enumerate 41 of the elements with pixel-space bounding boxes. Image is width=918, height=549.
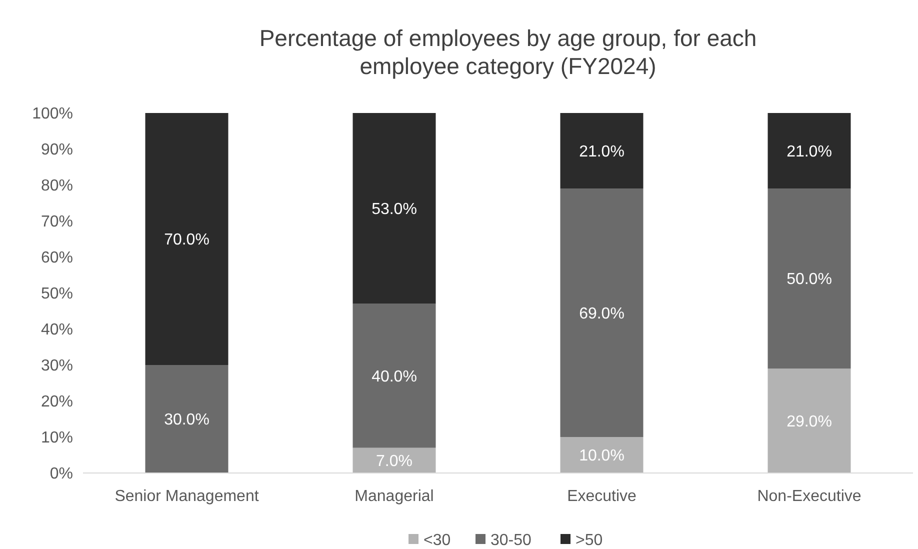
y-tick-label: 30% xyxy=(40,358,73,375)
data-label: 29.0% xyxy=(786,413,832,430)
y-tick-label: 10% xyxy=(40,430,73,447)
x-tick-label: Non-Executive xyxy=(757,488,862,505)
data-label: 69.0% xyxy=(579,305,624,322)
y-tick-label: 40% xyxy=(40,322,73,339)
data-label: 53.0% xyxy=(372,201,417,218)
data-label: 21.0% xyxy=(579,143,624,160)
data-label: 50.0% xyxy=(786,271,832,288)
y-tick-label: 100% xyxy=(32,106,73,123)
bar xyxy=(560,437,644,473)
bar xyxy=(145,365,228,473)
bar xyxy=(352,448,436,473)
bar xyxy=(768,188,851,369)
y-tick-label: 20% xyxy=(40,394,73,411)
bar xyxy=(352,113,436,304)
y-tick-label: 80% xyxy=(40,178,73,195)
legend-label: <30 xyxy=(424,532,451,549)
chart-title: Percentage of employees by age group, for each employee category (FY2024) xyxy=(259,25,757,79)
data-label: 10.0% xyxy=(579,448,624,465)
bar xyxy=(560,113,644,189)
legend-label: 30-50 xyxy=(490,532,532,549)
data-label: 70.0% xyxy=(164,232,210,249)
data-label: 21.0% xyxy=(786,143,832,160)
y-tick-label: 70% xyxy=(40,214,73,231)
y-tick-label: 90% xyxy=(40,142,73,159)
x-tick-label: Executive xyxy=(567,488,637,505)
data-label: 7.0% xyxy=(376,453,412,470)
y-tick-label: 60% xyxy=(40,250,73,267)
data-label: 40.0% xyxy=(372,368,417,386)
y-tick-label: 50% xyxy=(40,286,73,303)
data-label: 30.0% xyxy=(164,412,210,429)
x-tick-label: Senior Management xyxy=(114,488,260,505)
bar xyxy=(145,113,228,365)
bar xyxy=(352,304,436,448)
bar xyxy=(768,368,851,473)
bar xyxy=(768,113,851,189)
bar xyxy=(560,188,644,437)
x-tick-label: Managerial xyxy=(354,488,434,505)
y-tick-label: 0% xyxy=(50,466,73,483)
legend-label: >50 xyxy=(576,532,603,549)
